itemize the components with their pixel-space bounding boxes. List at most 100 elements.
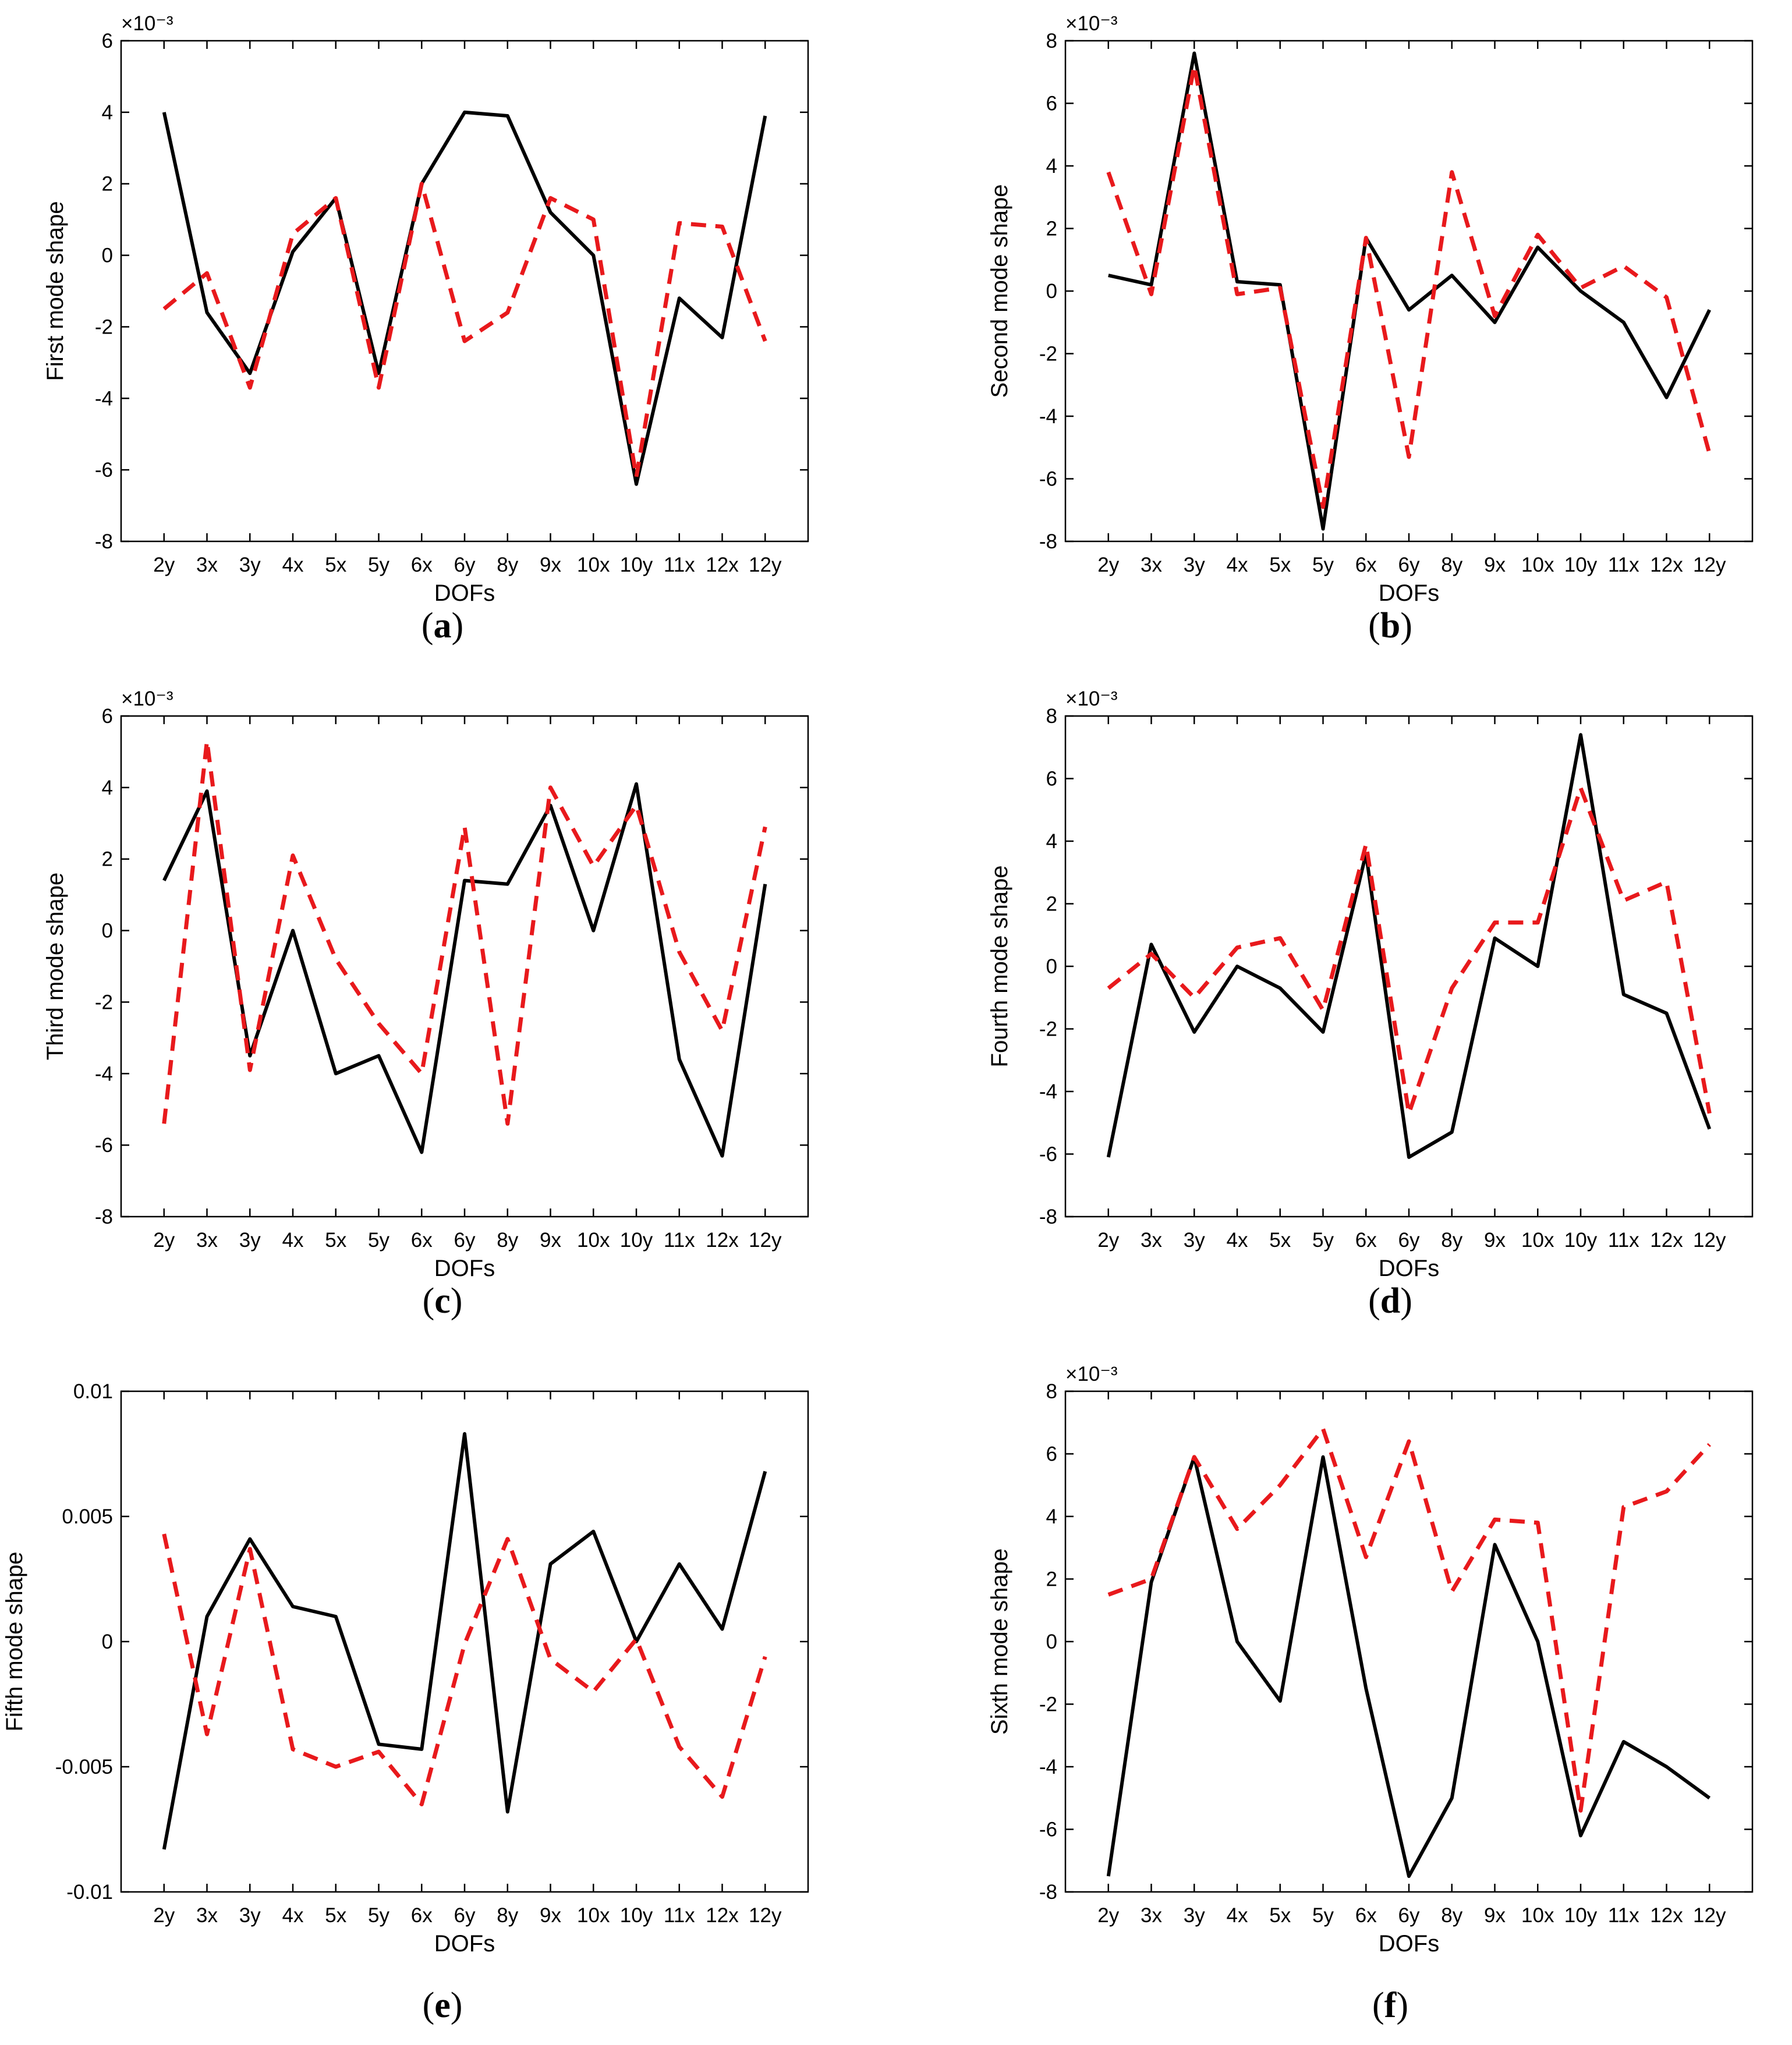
xlabel-d: DOFs: [1379, 1256, 1439, 1281]
point-solid-e-3x: [206, 1615, 209, 1618]
point-dashed-a-6x: [420, 182, 423, 186]
xtick-label-a-0: 2y: [153, 554, 175, 576]
point-solid-a-6y: [463, 111, 466, 114]
point-dashed-c-5y: [377, 1022, 381, 1025]
ytick-label-a-1: -6: [95, 459, 113, 481]
ytick-label-c-6: 4: [102, 777, 113, 799]
point-solid-e-4x: [291, 1605, 295, 1608]
caption-d: (d): [1368, 1281, 1412, 1321]
xtick-label-f-10: 10x: [1521, 1904, 1554, 1927]
ytick-label-b-0: -8: [1039, 530, 1057, 553]
point-dashed-e-12y: [763, 1655, 767, 1658]
xtick-label-e-9: 9x: [540, 1904, 561, 1927]
point-dashed-a-12x: [721, 225, 724, 228]
ytick-label-d-1: -6: [1039, 1143, 1057, 1166]
ytick-label-d-8: 8: [1046, 705, 1057, 728]
ytick-label-b-7: 6: [1046, 93, 1057, 115]
point-solid-a-10x: [592, 254, 595, 257]
chart-svg-b: -8 -6 -4 -2 0 2 4 6 8 2y 3x 3y 4x 5x 5y 6x 6y 8y 9x 10x 10y 1…: [987, 12, 1754, 606]
chart-svg-e: -0.01 -0.005 0 0.005 0.01 2y 3x 3y 4x 5x 5y 6x 6y 8y 9…: [2, 1380, 809, 1957]
xtick-label-b-4: 5x: [1269, 554, 1291, 576]
point-dashed-b-4x: [1235, 292, 1239, 296]
ytick-label-c-0: -8: [95, 1206, 113, 1228]
point-solid-f-5x: [1279, 1699, 1282, 1703]
point-solid-e-12x: [721, 1628, 724, 1631]
point-dashed-a-6y: [463, 339, 466, 343]
ytick-label-c-2: -4: [95, 1062, 113, 1085]
xtick-label-d-12: 11x: [1608, 1229, 1639, 1252]
point-dashed-a-5x: [334, 196, 338, 200]
xtick-label-c-9: 9x: [540, 1229, 561, 1252]
xtick-label-b-13: 12x: [1650, 554, 1683, 576]
point-dashed-b-5y: [1322, 505, 1325, 509]
chart-svg-d: -8 -6 -4 -2 0 2 4 6 8 2y 3x 3y 4x 5x 5y 6x 6y 8y 9x 10x 10y 1…: [987, 687, 1754, 1281]
ylabel-e: Fifth mode shape: [2, 1551, 27, 1731]
point-solid-d-6x: [1364, 852, 1368, 856]
point-dashed-f-11x: [1622, 1505, 1625, 1509]
xtick-label-c-13: 12x: [706, 1229, 739, 1252]
series-dashed-a: [162, 182, 767, 479]
point-dashed-f-10y: [1579, 1809, 1582, 1812]
point-solid-c-10x: [592, 929, 595, 933]
point-dashed-f-2y: [1107, 1593, 1110, 1596]
ytick-label-c-3: -2: [95, 991, 113, 1013]
ytick-label-e-0: -0.01: [66, 1881, 113, 1904]
point-solid-a-10y: [635, 483, 638, 486]
point-dashed-f-3y: [1192, 1455, 1196, 1459]
xtick-label-f-13: 12x: [1650, 1904, 1683, 1927]
point-dashed-e-5y: [377, 1750, 381, 1753]
point-solid-c-3x: [206, 789, 209, 793]
xtick-label-b-8: 8y: [1441, 554, 1462, 576]
point-solid-a-11x: [678, 296, 681, 300]
series-solid-d: [1106, 733, 1712, 1159]
caption-letter-d: d: [1380, 1281, 1401, 1321]
point-solid-a-4x: [291, 250, 295, 253]
caption-letter-a: a: [433, 606, 452, 646]
point-solid-a-12x: [721, 336, 724, 339]
xtick-label-b-0: 2y: [1097, 554, 1119, 576]
ytick-label-c-4: 0: [102, 920, 113, 942]
series-solid-e: [162, 1432, 767, 1850]
xtick-label-f-2: 3y: [1184, 1904, 1205, 1927]
xtick-label-e-0: 2y: [153, 1904, 175, 1927]
ytick-label-b-5: 2: [1046, 218, 1057, 240]
point-dashed-b-2y: [1107, 171, 1110, 174]
ytick-label-f-0: -8: [1039, 1881, 1057, 1904]
xtick-label-c-8: 8y: [497, 1229, 518, 1252]
point-solid-c-12y: [763, 882, 767, 886]
point-dashed-a-10x: [592, 218, 595, 221]
point-solid-c-11x: [678, 1058, 681, 1061]
xlabel-c: DOFs: [434, 1256, 495, 1281]
plot-area-f: [1064, 1390, 1754, 1893]
ytick-label-e-4: 0.01: [73, 1380, 113, 1403]
point-solid-b-4x: [1235, 280, 1239, 283]
point-solid-c-5y: [377, 1054, 381, 1058]
ytick-label-a-2: -4: [95, 387, 113, 410]
ytick-label-f-6: 4: [1046, 1505, 1057, 1528]
ytick-label-b-8: 8: [1046, 30, 1057, 52]
point-solid-d-5y: [1322, 1030, 1325, 1034]
point-dashed-c-3x: [206, 739, 209, 743]
point-dashed-a-4x: [291, 232, 295, 236]
point-dashed-d-11x: [1622, 899, 1625, 902]
point-dashed-f-6y: [1407, 1440, 1411, 1443]
point-solid-f-4x: [1235, 1640, 1239, 1643]
point-solid-b-5y: [1322, 527, 1325, 531]
ytick-label-d-2: -4: [1039, 1080, 1057, 1103]
point-dashed-d-12x: [1665, 880, 1669, 884]
ylabel-d: Fourth mode shape: [987, 866, 1012, 1068]
point-solid-c-12x: [721, 1154, 724, 1158]
ytick-label-b-6: 4: [1046, 155, 1057, 178]
ytick-label-a-4: 0: [102, 244, 113, 267]
caption-letter-e: e: [434, 1986, 451, 2025]
point-dashed-b-12y: [1708, 452, 1711, 456]
xtick-label-b-11: 10y: [1564, 554, 1598, 576]
xtick-label-e-10: 10x: [577, 1904, 610, 1927]
plot-area-c: [120, 715, 809, 1218]
point-solid-f-12y: [1708, 1796, 1711, 1800]
xtick-label-f-11: 10y: [1564, 1904, 1598, 1927]
point-dashed-d-12y: [1708, 1112, 1711, 1115]
point-dashed-e-3x: [206, 1732, 209, 1736]
ytick-label-d-5: 2: [1046, 893, 1057, 916]
